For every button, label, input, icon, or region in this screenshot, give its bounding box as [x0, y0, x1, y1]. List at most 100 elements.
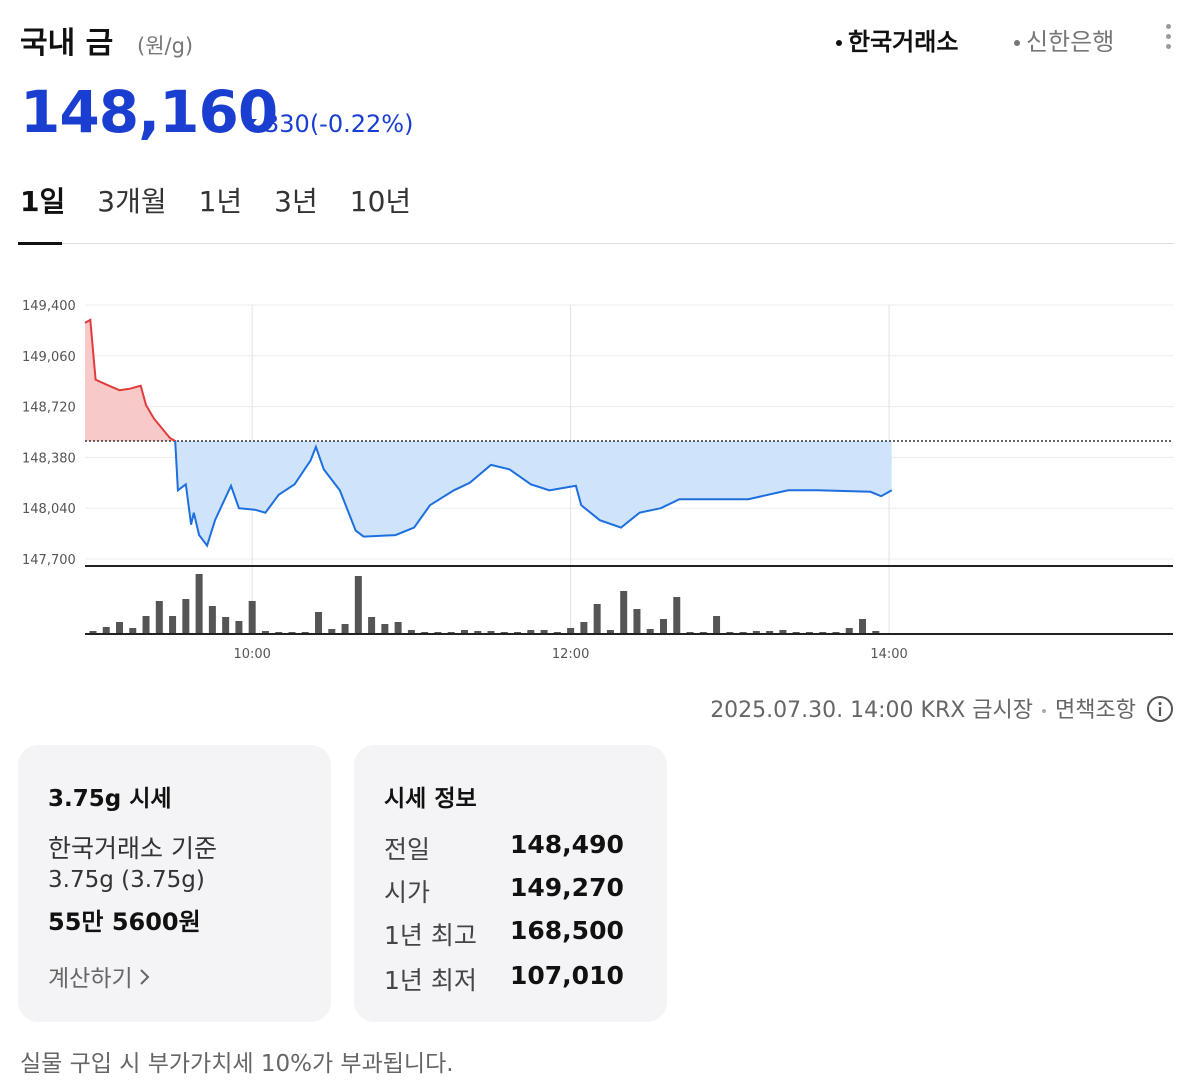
- volume-bar: [155, 601, 163, 634]
- volume-bar: [540, 630, 548, 634]
- card-line: 3.75g (3.75g): [48, 867, 205, 893]
- area-up: [85, 319, 176, 441]
- row-value: 148,490: [510, 830, 624, 859]
- y-tick-label: 149,400: [22, 299, 76, 314]
- row-label: 시가: [384, 878, 431, 907]
- x-tick-label: 10:00: [233, 647, 270, 662]
- volume-bar: [580, 622, 588, 634]
- quote-card: 시세 정보 전일 148,490 시가 149,270 1년 최고 168,50…: [354, 745, 667, 1022]
- timestamp: 2025.07.30. 14:00 KRX 금시장: [710, 698, 1034, 723]
- volume-bar: [752, 631, 760, 634]
- period-tab[interactable]: 3개월: [97, 185, 167, 218]
- row-label: 1년 최고: [384, 921, 477, 950]
- y-tick-label: 148,040: [22, 502, 76, 517]
- x-tick-label: 14:00: [870, 647, 907, 662]
- volume-bar: [659, 619, 667, 634]
- volume-bar: [567, 628, 575, 634]
- volume-bar: [354, 576, 362, 634]
- volume-bar: [620, 591, 628, 634]
- volume-bar: [142, 616, 150, 634]
- volume-bar: [673, 597, 681, 634]
- unit: (원/g): [137, 34, 194, 58]
- volume-bar: [328, 629, 336, 634]
- card-title: 시세 정보: [384, 786, 477, 812]
- area-down: [85, 440, 892, 546]
- volume-bar: [315, 612, 323, 634]
- line-up: [84, 318, 177, 441]
- period-tabs: 1일 3개월 1년 3년 10년: [20, 180, 411, 220]
- volume-bar: [713, 616, 721, 634]
- card-title: 3.75g 시세: [48, 786, 172, 812]
- volume-bar: [646, 629, 654, 634]
- volume-bar: [235, 621, 243, 634]
- volume-bar: [487, 631, 495, 634]
- tab-divider: [18, 243, 1174, 244]
- volume-bar: [261, 631, 269, 634]
- title: 국내 금: [20, 26, 114, 61]
- y-tick-label: 149,060: [22, 350, 76, 365]
- row-label: 1년 최저: [384, 966, 477, 995]
- card-amount: 55만 5600원: [48, 908, 201, 936]
- volume-bar: [845, 628, 853, 634]
- volume-bar: [381, 624, 389, 634]
- price: 148,160: [20, 78, 278, 146]
- card-line: 한국거래소 기준: [48, 834, 217, 863]
- volume-bar: [169, 616, 177, 634]
- volume-bar: [208, 606, 216, 634]
- period-tab[interactable]: 10년: [349, 185, 412, 218]
- y-tick-label: 148,720: [22, 401, 76, 416]
- volume-bar: [606, 630, 614, 634]
- info-icon[interactable]: [1146, 695, 1174, 723]
- volume-bar: [460, 630, 468, 634]
- volume-bar: [129, 628, 137, 634]
- more-menu[interactable]: [1166, 24, 1172, 49]
- footer-info: 2025.07.30. 14:00 KRX 금시장 면책조항: [710, 692, 1136, 724]
- row-value: 168,500: [510, 916, 624, 945]
- period-tab-active[interactable]: 1일: [20, 185, 66, 218]
- weight-card: 3.75g 시세 한국거래소 기준 3.75g (3.75g) 55만 5600…: [18, 745, 331, 1022]
- row-value: 107,010: [510, 961, 624, 990]
- x-tick-label: 12:00: [552, 647, 589, 662]
- volume-bar: [89, 631, 97, 634]
- change-percent: (-0.22%): [309, 110, 414, 138]
- source-tab[interactable]: 신한은행: [1014, 22, 1114, 57]
- volume-bar: [195, 574, 203, 634]
- down-arrow: [245, 119, 257, 126]
- y-tick-label: 148,380: [22, 451, 76, 466]
- volume-bar: [779, 630, 787, 634]
- volume-bar: [593, 604, 601, 634]
- link-text: 계산하기: [48, 966, 133, 992]
- volume-bar: [102, 627, 110, 634]
- volume-bar: [341, 624, 349, 634]
- volume-bar: [394, 622, 402, 634]
- period-tab[interactable]: 1년: [198, 185, 243, 218]
- line-down: [173, 440, 893, 548]
- calc-link[interactable]: 계산하기: [48, 959, 153, 993]
- tab-underline: [18, 242, 62, 245]
- volume-bar: [222, 617, 230, 634]
- period-tab[interactable]: 3년: [274, 185, 318, 218]
- source-label: 한국거래소: [848, 28, 959, 56]
- volume-bar: [182, 599, 190, 634]
- volume-bar: [633, 609, 641, 634]
- source-label: 신한은행: [1026, 28, 1115, 56]
- source-tab-active[interactable]: 한국거래소: [836, 22, 958, 57]
- volume-bar: [872, 631, 880, 634]
- volume-bar: [115, 622, 123, 634]
- volume-bar: [248, 601, 256, 634]
- volume-bar: [527, 630, 535, 634]
- y-tick-label: 147,700: [22, 553, 76, 568]
- change-value: 330: [264, 110, 310, 138]
- vat-note: 실물 구입 시 부가가치세 10%가 부과됩니다.: [20, 1051, 454, 1077]
- chart: 147,700 148,040 148,380 148,720 149,060 149,4…: [22, 299, 1173, 662]
- volume-bar: [859, 619, 867, 634]
- volume-bar: [474, 631, 482, 634]
- disclaimer[interactable]: 면책조항: [1055, 698, 1136, 723]
- volume-bar: [368, 617, 376, 634]
- row-label: 전일: [384, 835, 431, 864]
- volume-bar: [766, 631, 774, 634]
- row-value: 149,270: [510, 873, 624, 902]
- change: 330(-0.22%): [264, 110, 413, 138]
- volume-bar: [407, 630, 415, 634]
